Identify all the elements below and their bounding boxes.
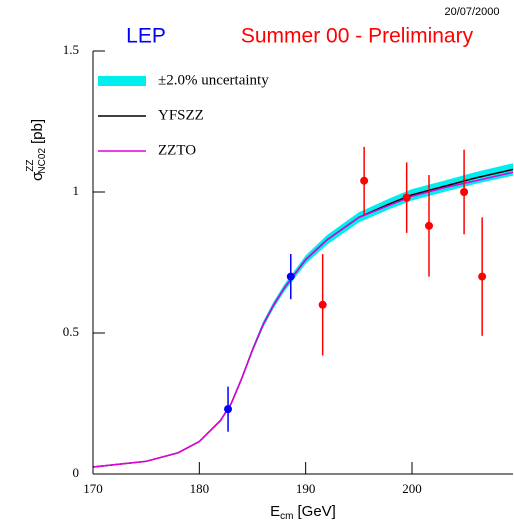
x-tick-label: 180 xyxy=(190,481,210,496)
y-label-sup: ZZ xyxy=(25,160,36,172)
date: 20/07/2000 xyxy=(444,6,499,18)
data-point xyxy=(402,193,411,202)
curve xyxy=(92,168,514,468)
x-axis-label: Ecm [GeV] xyxy=(270,503,336,522)
y-tick-label: 1.5 xyxy=(63,42,79,57)
y-label-sub: NC02 xyxy=(37,148,48,174)
data-point xyxy=(478,272,487,281)
legend-label: YFSZZ xyxy=(158,107,204,123)
data-point xyxy=(360,176,369,185)
data-point xyxy=(318,300,327,309)
y-tick-label: 0.5 xyxy=(63,324,79,339)
legend-swatch xyxy=(98,76,146,86)
y-tick-label: 0 xyxy=(73,465,80,480)
x-tick-label: 190 xyxy=(296,481,316,496)
y-tick-label: 1 xyxy=(73,183,80,198)
data-point xyxy=(460,188,469,196)
title-right: Summer 00 - Preliminary xyxy=(241,25,474,48)
y-label-unit: [pb] xyxy=(29,119,46,144)
x-label-unit: [GeV] xyxy=(298,503,336,520)
data-point xyxy=(224,405,233,414)
y-label-symbol: σ xyxy=(29,171,46,181)
x-label-symbol: E xyxy=(270,503,280,520)
legend-label: ±2.0% uncertainty xyxy=(158,72,269,88)
uncertainty-band xyxy=(93,163,513,468)
x-tick-label: 170 xyxy=(83,481,103,496)
legend-label: ZZTO xyxy=(158,142,196,158)
data-point xyxy=(286,272,295,281)
y-axis-label: σZZNC02 [pb] xyxy=(25,119,48,181)
title-left: LEP xyxy=(126,25,166,48)
x-label-sub: cm xyxy=(280,511,293,522)
curve xyxy=(92,171,514,468)
data-point xyxy=(425,221,433,230)
x-tick-label: 200 xyxy=(402,481,422,496)
